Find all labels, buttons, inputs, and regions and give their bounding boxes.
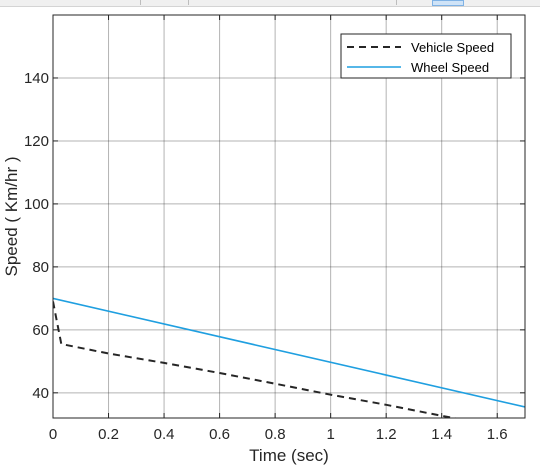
y-axis-tick-labels: 40 60 80 100 120 140 (24, 70, 49, 402)
grid (52, 15, 525, 418)
x-tick-label: 1.6 (487, 426, 508, 443)
x-tick-label: 1 (326, 426, 334, 443)
legend: Vehicle Speed Wheel Speed (340, 33, 512, 79)
legend-entry-label: Vehicle Speed (411, 40, 494, 55)
x-tick-label: 1.2 (376, 426, 397, 443)
x-tick-label: 0.6 (209, 426, 230, 443)
series-layer (53, 297, 525, 418)
legend-box (340, 33, 512, 79)
x-tick-label: 1.4 (431, 426, 452, 443)
x-axis-tick-labels: 0 0.2 0.4 0.6 0.8 1 1.2 1.4 1.6 (49, 426, 508, 443)
plot-area-frame (52, 14, 526, 419)
x-axis-label: Time (sec) (249, 446, 329, 465)
legend-entry-label: Wheel Speed (411, 60, 489, 75)
y-tick-label: 60 (32, 322, 49, 339)
window-top-strip (0, 0, 540, 7)
toolbar-divider (396, 0, 397, 5)
y-tick-label: 120 (24, 133, 49, 150)
x-tick-label: 0 (49, 426, 57, 443)
y-axis-label: Speed ( Km/hr ) (2, 157, 21, 277)
tick-marks (52, 15, 525, 418)
y-tick-label: 80 (32, 259, 49, 276)
x-tick-label: 0.4 (154, 426, 175, 443)
y-tick-label: 140 (24, 70, 49, 87)
series-line-0 (53, 301, 459, 418)
series-line-1 (53, 297, 525, 408)
toolbar-divider (140, 0, 141, 5)
x-tick-label: 0.8 (265, 426, 286, 443)
toolbar-divider (188, 0, 189, 5)
y-tick-label: 100 (24, 196, 49, 213)
y-tick-label: 40 (32, 385, 49, 402)
toolbar-selected-item[interactable] (432, 0, 464, 6)
x-tick-label: 0.2 (98, 426, 119, 443)
